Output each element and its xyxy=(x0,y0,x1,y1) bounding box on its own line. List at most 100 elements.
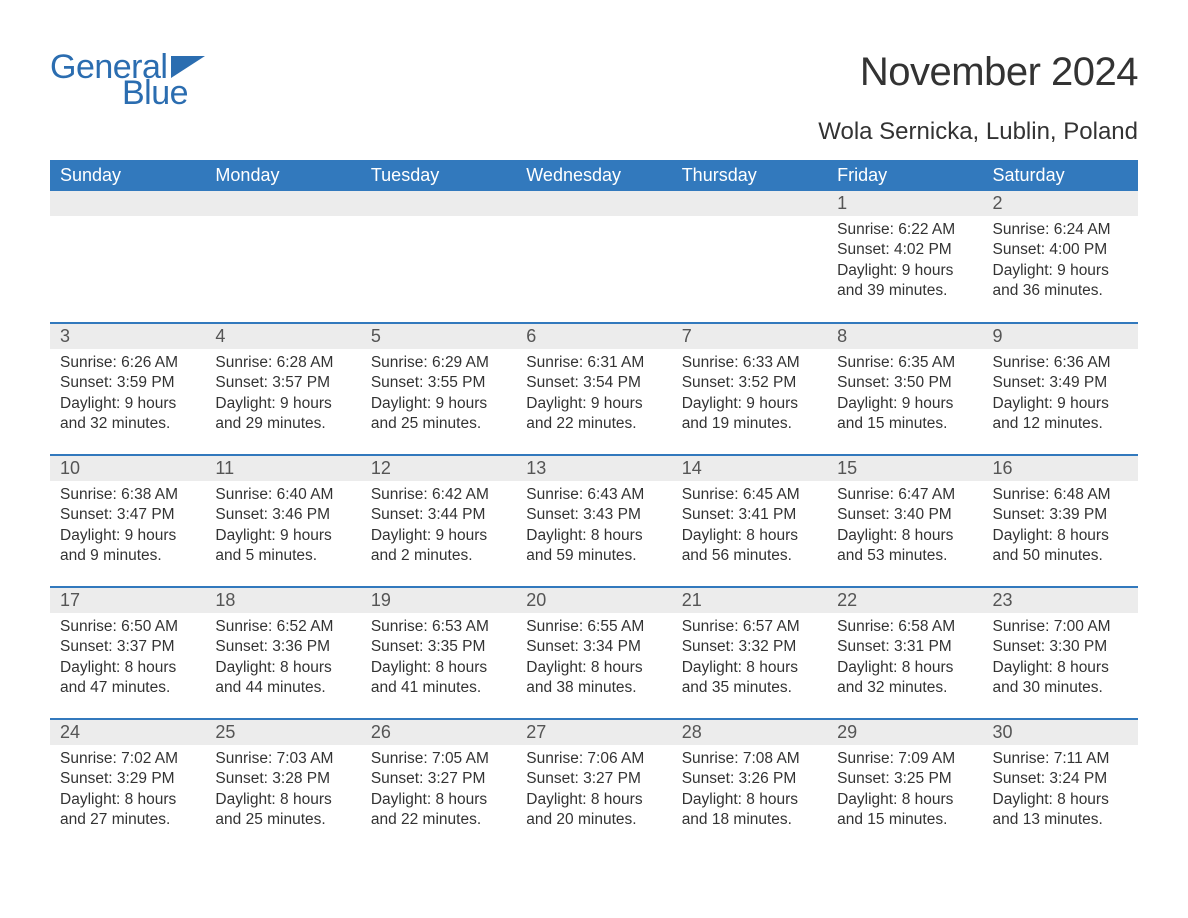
calendar-table: Sunday Monday Tuesday Wednesday Thursday… xyxy=(50,160,1138,851)
daylight-line: Daylight: 9 hours and 39 minutes. xyxy=(837,261,972,302)
weekday-header: Tuesday xyxy=(361,160,516,191)
daylight-line: Daylight: 8 hours and 15 minutes. xyxy=(837,790,972,831)
sunrise-line: Sunrise: 6:43 AM xyxy=(526,485,661,505)
day-number: 27 xyxy=(516,720,671,745)
calendar-cell: 27Sunrise: 7:06 AMSunset: 3:27 PMDayligh… xyxy=(516,719,671,851)
daylight-line: Daylight: 8 hours and 41 minutes. xyxy=(371,658,506,699)
day-number: 22 xyxy=(827,588,982,613)
day-number: 11 xyxy=(205,456,360,481)
day-details: Sunrise: 6:22 AMSunset: 4:02 PMDaylight:… xyxy=(827,216,982,308)
day-number: 2 xyxy=(983,191,1138,216)
sunrise-line: Sunrise: 6:31 AM xyxy=(526,353,661,373)
day-details: Sunrise: 6:28 AMSunset: 3:57 PMDaylight:… xyxy=(205,349,360,441)
day-number: 1 xyxy=(827,191,982,216)
calendar-cell: 30Sunrise: 7:11 AMSunset: 3:24 PMDayligh… xyxy=(983,719,1138,851)
calendar-cell: 15Sunrise: 6:47 AMSunset: 3:40 PMDayligh… xyxy=(827,455,982,587)
sunset-line: Sunset: 3:46 PM xyxy=(215,505,350,525)
day-number: 30 xyxy=(983,720,1138,745)
day-details: Sunrise: 6:45 AMSunset: 3:41 PMDaylight:… xyxy=(672,481,827,573)
sunset-line: Sunset: 3:34 PM xyxy=(526,637,661,657)
sunset-line: Sunset: 3:44 PM xyxy=(371,505,506,525)
sunrise-line: Sunrise: 6:53 AM xyxy=(371,617,506,637)
day-number: 4 xyxy=(205,324,360,349)
day-number-bar xyxy=(672,191,827,216)
calendar-row: 1Sunrise: 6:22 AMSunset: 4:02 PMDaylight… xyxy=(50,191,1138,323)
daylight-line: Daylight: 9 hours and 19 minutes. xyxy=(682,394,817,435)
sunrise-line: Sunrise: 7:00 AM xyxy=(993,617,1128,637)
day-details: Sunrise: 6:48 AMSunset: 3:39 PMDaylight:… xyxy=(983,481,1138,573)
header: General Blue November 2024 xyxy=(50,50,1138,110)
month-title: November 2024 xyxy=(860,50,1138,95)
daylight-line: Daylight: 9 hours and 36 minutes. xyxy=(993,261,1128,302)
daylight-line: Daylight: 9 hours and 9 minutes. xyxy=(60,526,195,567)
sunset-line: Sunset: 3:50 PM xyxy=(837,373,972,393)
sunset-line: Sunset: 3:39 PM xyxy=(993,505,1128,525)
day-number: 25 xyxy=(205,720,360,745)
sunrise-line: Sunrise: 7:05 AM xyxy=(371,749,506,769)
sunrise-line: Sunrise: 6:45 AM xyxy=(682,485,817,505)
day-number: 8 xyxy=(827,324,982,349)
day-details: Sunrise: 6:38 AMSunset: 3:47 PMDaylight:… xyxy=(50,481,205,573)
calendar-row: 24Sunrise: 7:02 AMSunset: 3:29 PMDayligh… xyxy=(50,719,1138,851)
sunset-line: Sunset: 3:43 PM xyxy=(526,505,661,525)
day-details: Sunrise: 6:24 AMSunset: 4:00 PMDaylight:… xyxy=(983,216,1138,308)
sunrise-line: Sunrise: 6:26 AM xyxy=(60,353,195,373)
calendar-cell-empty xyxy=(50,191,205,323)
weekday-header: Sunday xyxy=(50,160,205,191)
day-number: 7 xyxy=(672,324,827,349)
day-details: Sunrise: 7:08 AMSunset: 3:26 PMDaylight:… xyxy=(672,745,827,837)
sunset-line: Sunset: 3:26 PM xyxy=(682,769,817,789)
daylight-line: Daylight: 8 hours and 32 minutes. xyxy=(837,658,972,699)
day-details: Sunrise: 6:42 AMSunset: 3:44 PMDaylight:… xyxy=(361,481,516,573)
sunset-line: Sunset: 3:49 PM xyxy=(993,373,1128,393)
day-details: Sunrise: 7:06 AMSunset: 3:27 PMDaylight:… xyxy=(516,745,671,837)
sunset-line: Sunset: 3:54 PM xyxy=(526,373,661,393)
sunrise-line: Sunrise: 7:08 AM xyxy=(682,749,817,769)
day-details: Sunrise: 6:36 AMSunset: 3:49 PMDaylight:… xyxy=(983,349,1138,441)
logo: General Blue xyxy=(50,50,205,110)
day-details: Sunrise: 7:03 AMSunset: 3:28 PMDaylight:… xyxy=(205,745,360,837)
calendar-cell: 25Sunrise: 7:03 AMSunset: 3:28 PMDayligh… xyxy=(205,719,360,851)
day-number: 17 xyxy=(50,588,205,613)
weekday-header: Wednesday xyxy=(516,160,671,191)
day-details: Sunrise: 6:40 AMSunset: 3:46 PMDaylight:… xyxy=(205,481,360,573)
day-number-bar xyxy=(361,191,516,216)
day-number: 14 xyxy=(672,456,827,481)
sunrise-line: Sunrise: 6:47 AM xyxy=(837,485,972,505)
day-details: Sunrise: 6:50 AMSunset: 3:37 PMDaylight:… xyxy=(50,613,205,705)
sunrise-line: Sunrise: 6:57 AM xyxy=(682,617,817,637)
daylight-line: Daylight: 8 hours and 22 minutes. xyxy=(371,790,506,831)
day-number: 24 xyxy=(50,720,205,745)
sunset-line: Sunset: 3:31 PM xyxy=(837,637,972,657)
calendar-cell: 4Sunrise: 6:28 AMSunset: 3:57 PMDaylight… xyxy=(205,323,360,455)
calendar-row: 10Sunrise: 6:38 AMSunset: 3:47 PMDayligh… xyxy=(50,455,1138,587)
sunrise-line: Sunrise: 6:42 AM xyxy=(371,485,506,505)
daylight-line: Daylight: 8 hours and 20 minutes. xyxy=(526,790,661,831)
weekday-header: Thursday xyxy=(672,160,827,191)
sunset-line: Sunset: 3:57 PM xyxy=(215,373,350,393)
daylight-line: Daylight: 8 hours and 30 minutes. xyxy=(993,658,1128,699)
daylight-line: Daylight: 8 hours and 53 minutes. xyxy=(837,526,972,567)
sunset-line: Sunset: 3:32 PM xyxy=(682,637,817,657)
sunrise-line: Sunrise: 6:40 AM xyxy=(215,485,350,505)
calendar-cell: 20Sunrise: 6:55 AMSunset: 3:34 PMDayligh… xyxy=(516,587,671,719)
calendar-cell: 28Sunrise: 7:08 AMSunset: 3:26 PMDayligh… xyxy=(672,719,827,851)
day-details: Sunrise: 6:57 AMSunset: 3:32 PMDaylight:… xyxy=(672,613,827,705)
calendar-cell: 2Sunrise: 6:24 AMSunset: 4:00 PMDaylight… xyxy=(983,191,1138,323)
weekday-header: Monday xyxy=(205,160,360,191)
calendar-cell: 14Sunrise: 6:45 AMSunset: 3:41 PMDayligh… xyxy=(672,455,827,587)
day-details: Sunrise: 7:02 AMSunset: 3:29 PMDaylight:… xyxy=(50,745,205,837)
sunset-line: Sunset: 3:27 PM xyxy=(526,769,661,789)
sunset-line: Sunset: 3:52 PM xyxy=(682,373,817,393)
calendar-cell: 3Sunrise: 6:26 AMSunset: 3:59 PMDaylight… xyxy=(50,323,205,455)
day-number: 13 xyxy=(516,456,671,481)
day-number: 18 xyxy=(205,588,360,613)
daylight-line: Daylight: 9 hours and 25 minutes. xyxy=(371,394,506,435)
day-number: 19 xyxy=(361,588,516,613)
calendar-cell: 22Sunrise: 6:58 AMSunset: 3:31 PMDayligh… xyxy=(827,587,982,719)
calendar-cell: 16Sunrise: 6:48 AMSunset: 3:39 PMDayligh… xyxy=(983,455,1138,587)
day-details: Sunrise: 6:35 AMSunset: 3:50 PMDaylight:… xyxy=(827,349,982,441)
day-number-bar xyxy=(516,191,671,216)
sunrise-line: Sunrise: 7:03 AM xyxy=(215,749,350,769)
sunset-line: Sunset: 4:02 PM xyxy=(837,240,972,260)
